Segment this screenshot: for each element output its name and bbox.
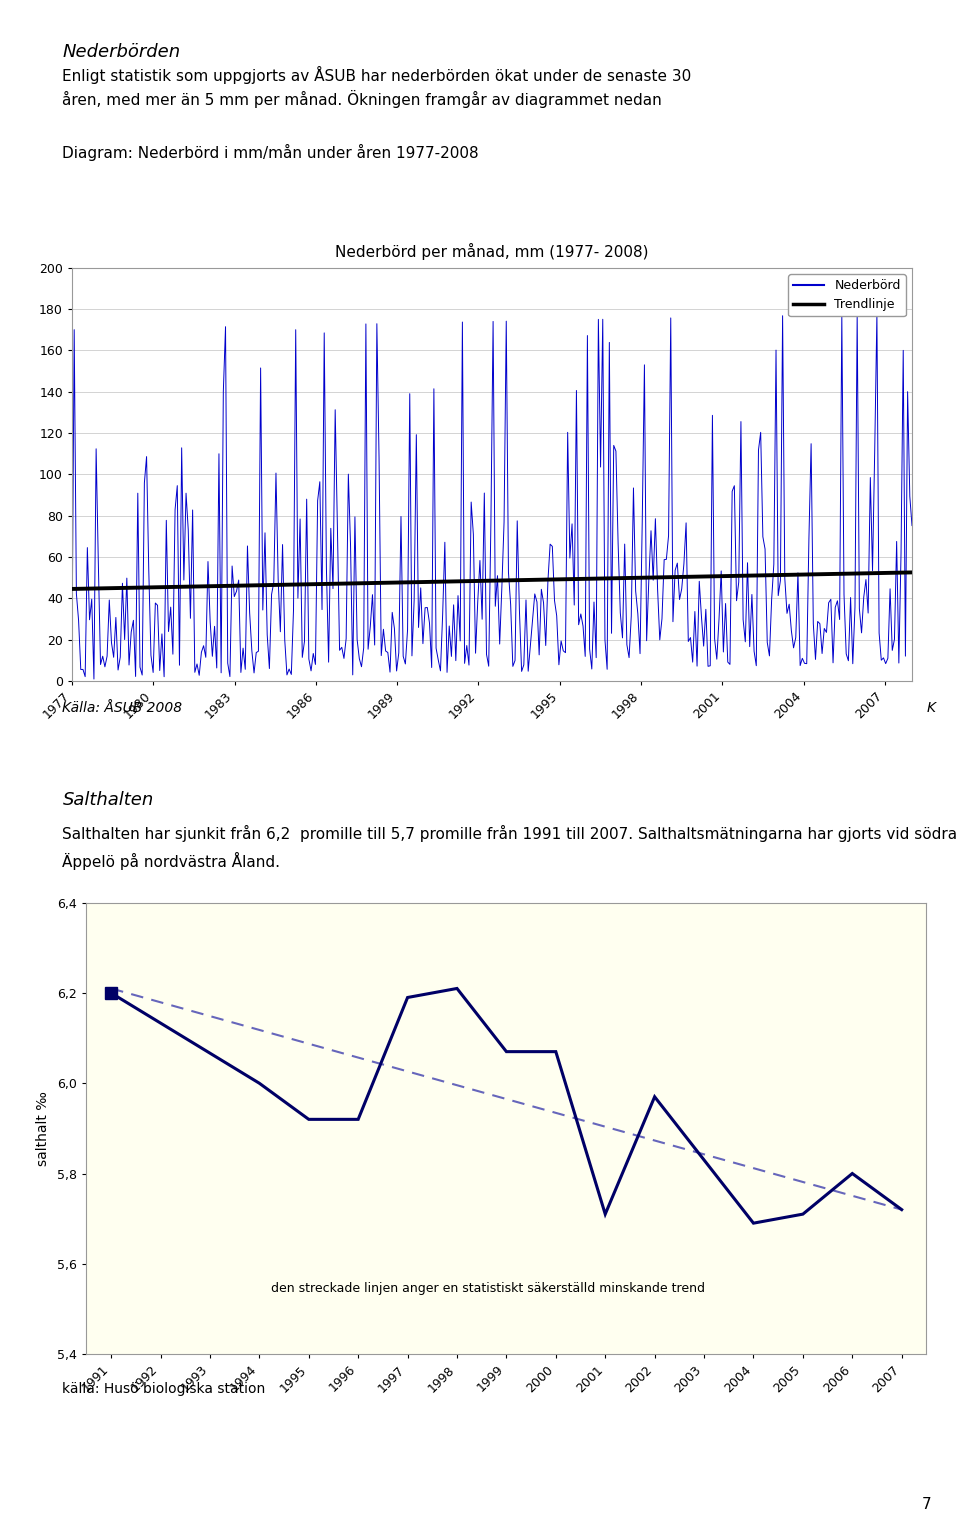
Text: Nederbörden: Nederbörden bbox=[62, 43, 180, 61]
Title: Nederbörd per månad, mm (1977- 2008): Nederbörd per månad, mm (1977- 2008) bbox=[335, 243, 649, 260]
Text: källa: Husö biologiska station: källa: Husö biologiska station bbox=[62, 1382, 266, 1395]
Text: Äppelö på nordvästra Åland.: Äppelö på nordvästra Åland. bbox=[62, 852, 280, 871]
Text: 7: 7 bbox=[922, 1496, 931, 1512]
Text: K: K bbox=[926, 701, 936, 715]
Text: Salthalten har sjunkit från 6,2  promille till 5,7 promille från 1991 till 2007.: Salthalten har sjunkit från 6,2 promille… bbox=[62, 825, 957, 842]
Text: Enligt statistik som uppgjorts av ÅSUB har nederbörden ökat under de senaste 30: Enligt statistik som uppgjorts av ÅSUB h… bbox=[62, 66, 691, 84]
Text: Diagram: Nederbörd i mm/mån under åren 1977-2008: Diagram: Nederbörd i mm/mån under åren 1… bbox=[62, 144, 479, 161]
Legend: Nederbörd, Trendlinje: Nederbörd, Trendlinje bbox=[788, 274, 905, 317]
Y-axis label: salthalt ‰: salthalt ‰ bbox=[36, 1091, 51, 1166]
Text: den streckade linjen anger en statistiskt säkerställd minskande trend: den streckade linjen anger en statistisk… bbox=[271, 1282, 706, 1296]
Text: åren, med mer än 5 mm per månad. Ökningen framgår av diagrammet nedan: åren, med mer än 5 mm per månad. Ökninge… bbox=[62, 90, 662, 109]
Text: Salthalten: Salthalten bbox=[62, 791, 154, 809]
Text: Källa: ÅSUB 2008: Källa: ÅSUB 2008 bbox=[62, 701, 182, 715]
